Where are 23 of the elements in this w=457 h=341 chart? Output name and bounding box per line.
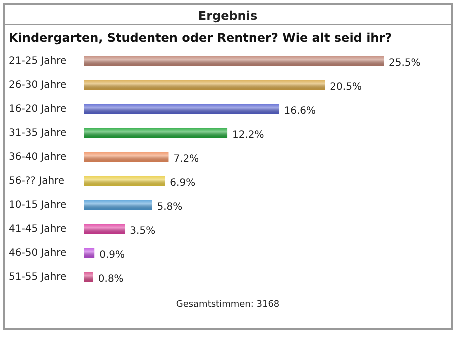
y-tick-label: 26-30 Jahre: [9, 80, 67, 91]
y-tick-label: 51-55 Jahre: [9, 272, 67, 283]
data-label: 6.9%: [170, 178, 196, 189]
data-label: 12.2%: [232, 130, 264, 141]
y-tick-label: 46-50 Jahre: [9, 248, 67, 259]
chart-title: Ergebnis: [198, 9, 258, 23]
data-label: 7.2%: [174, 154, 200, 165]
data-label: 0.9%: [100, 250, 125, 261]
data-label: 3.5%: [130, 226, 156, 237]
y-tick-label: 21-25 Jahre: [9, 56, 67, 67]
data-label: 20.5%: [330, 82, 362, 93]
data-label: 16.6%: [284, 106, 316, 117]
text: Gesamtstimmen: 3168: [176, 300, 280, 310]
y-tick-label: 16-20 Jahre: [9, 104, 67, 115]
data-label: 0.8%: [98, 274, 124, 285]
y-tick-label: 36-40 Jahre: [9, 152, 67, 163]
y-tick-label: 56-?? Jahre: [9, 176, 65, 187]
y-tick-label: 41-45 Jahre: [9, 224, 67, 235]
data-label: 5.8%: [157, 202, 183, 213]
data-label: 25.5%: [389, 58, 421, 69]
y-tick-label: 10-15 Jahre: [9, 200, 67, 211]
chart-subtitle: Kindergarten, Studenten oder Rentner? Wie alt seid ihr?: [9, 31, 392, 45]
y-tick-label: 31-35 Jahre: [9, 128, 67, 139]
